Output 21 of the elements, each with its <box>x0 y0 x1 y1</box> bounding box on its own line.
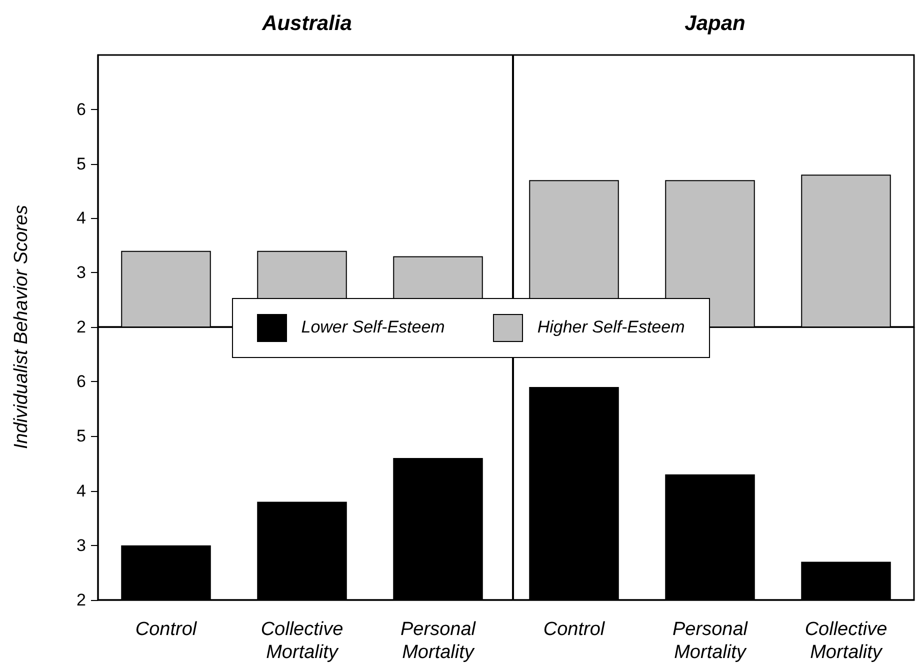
legend-label: Lower Self-Esteem <box>301 317 445 336</box>
text: Australia <box>261 12 352 35</box>
y-axis-title: Individualist Behavior Scores <box>11 205 33 449</box>
y-tick-label: 6 <box>76 372 86 392</box>
x-tick-label: Control <box>135 619 198 640</box>
y-tick-label: 4 <box>76 481 86 500</box>
x-tick-label: Personal Mortality <box>672 619 748 663</box>
y-tick-label: 6 <box>76 100 86 119</box>
x-tick-label: Collective Mortality <box>260 619 344 663</box>
y-tick-label: 2 <box>76 318 86 336</box>
y-tick-label: 3 <box>76 536 86 555</box>
x-tick-label: Collective Mortality <box>804 619 888 663</box>
y-tick-label: 5 <box>76 154 86 174</box>
text: Japan <box>684 12 746 35</box>
y-tick-label: 4 <box>76 208 86 228</box>
x-tick-label: Personal Mortality <box>400 619 476 663</box>
legend-label: Higher Self-Esteem <box>537 317 685 336</box>
y-tick-label: 2 <box>76 590 86 610</box>
y-tick-label: 5 <box>76 426 86 446</box>
x-tick-label: Control <box>543 619 606 640</box>
y-tick-label: 3 <box>76 263 86 282</box>
